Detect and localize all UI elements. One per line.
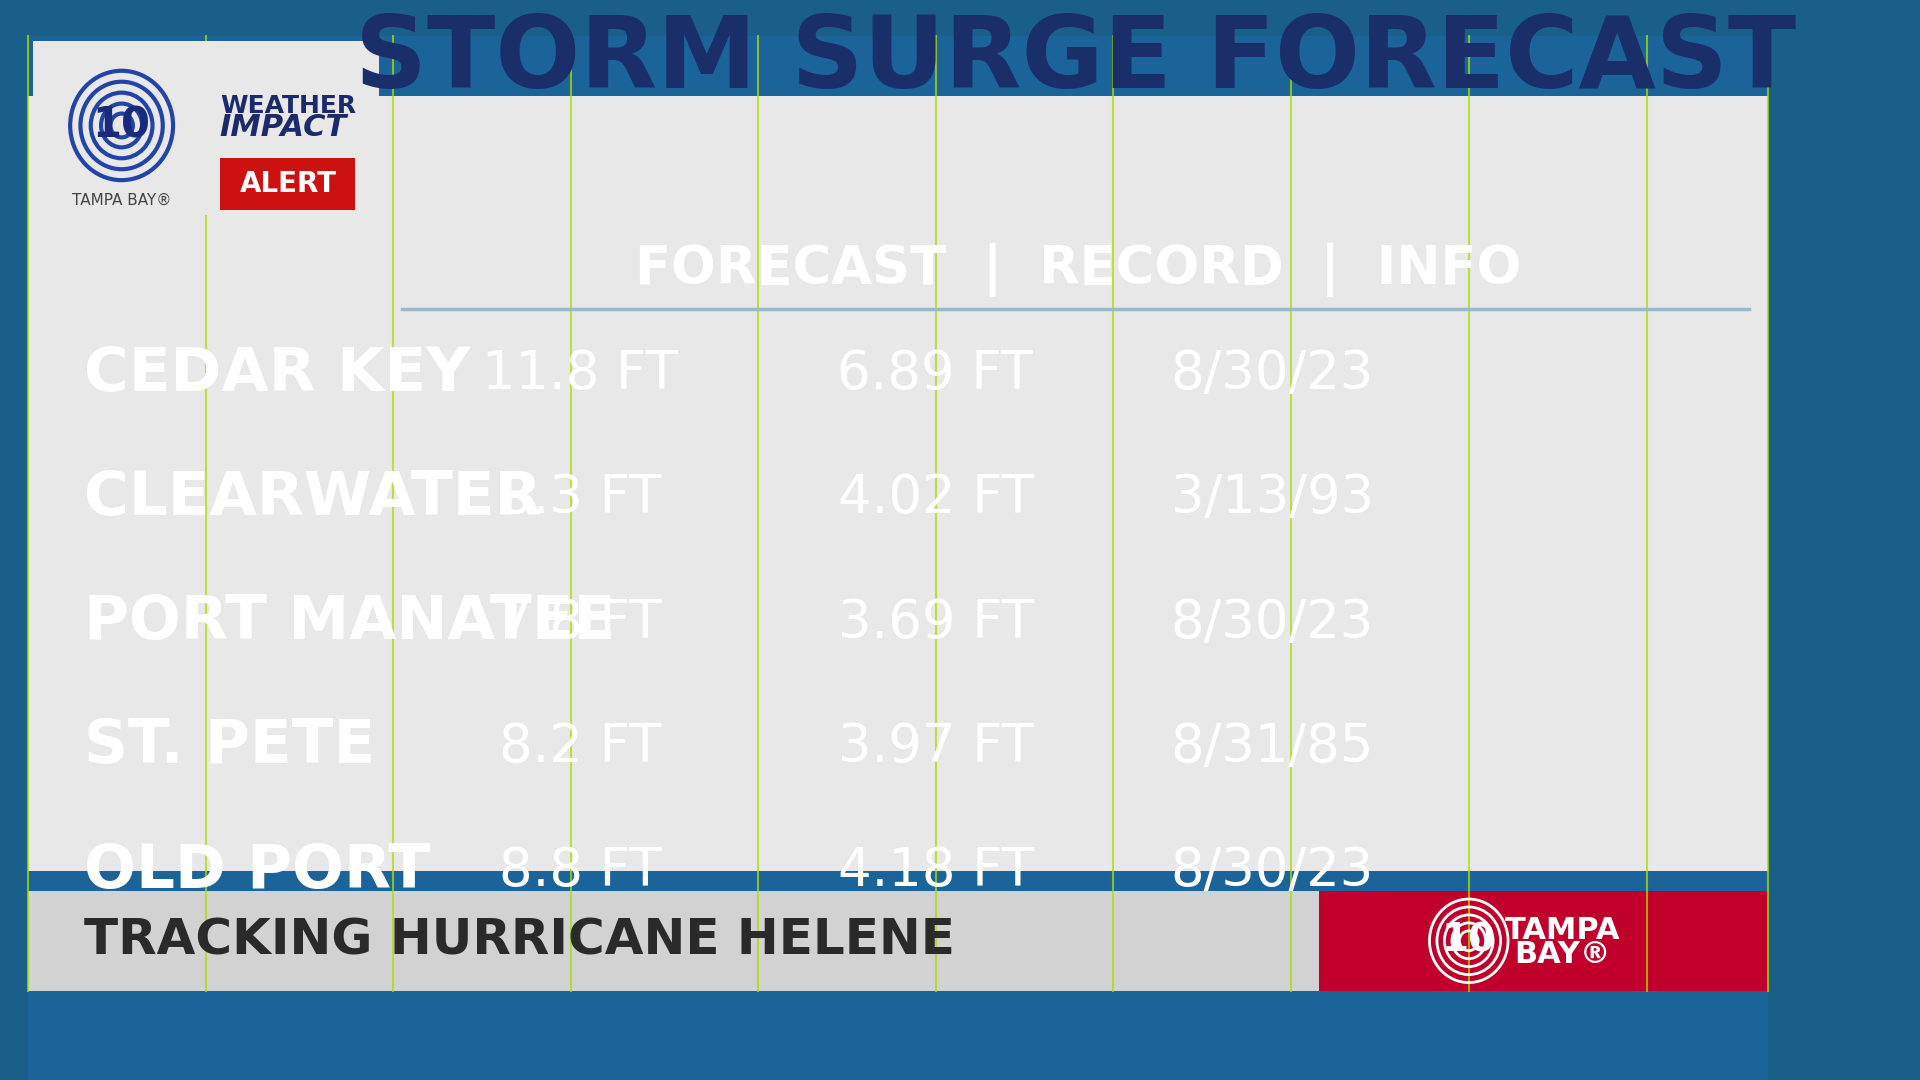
Text: BAY®: BAY® [1515,941,1611,969]
Text: 8.3 FT: 8.3 FT [499,472,660,524]
Text: 4.02 FT: 4.02 FT [837,472,1033,524]
Text: 8/31/85: 8/31/85 [1171,721,1375,773]
Text: 3/13/93: 3/13/93 [1171,472,1375,524]
Text: WEATHER: WEATHER [221,94,355,118]
Text: 3.69 FT: 3.69 FT [837,596,1033,649]
Text: 8.8 FT: 8.8 FT [499,846,660,897]
Text: PORT MANATEE: PORT MANATEE [84,593,616,652]
Text: 8.2 FT: 8.2 FT [499,721,660,773]
Bar [33,41,378,215]
Text: 8/30/23: 8/30/23 [1171,348,1375,400]
Text: 6.89 FT: 6.89 FT [837,348,1033,400]
Text: ST. PETE: ST. PETE [84,717,374,777]
Text: TAMPA: TAMPA [1505,916,1620,945]
Text: OLD PORT: OLD PORT [84,841,430,901]
Bar [29,96,1768,872]
Text: ALERT: ALERT [240,171,336,198]
Text: 7.8 FT: 7.8 FT [499,596,660,649]
Text: CLEARWATER: CLEARWATER [84,469,541,528]
Text: STORM SURGE FORECAST: STORM SURGE FORECAST [355,12,1797,109]
Text: 10: 10 [1442,922,1496,960]
Text: TRACKING HURRICANE HELENE: TRACKING HURRICANE HELENE [84,917,954,964]
Text: 8/30/23: 8/30/23 [1171,596,1375,649]
Text: IMPACT: IMPACT [221,113,348,141]
Bar [221,159,355,210]
Bar [29,891,1319,990]
Text: FORECAST  |  RECORD  |  INFO: FORECAST | RECORD | INFO [634,243,1521,297]
Bar [29,36,1768,990]
Text: 3.97 FT: 3.97 FT [837,721,1033,773]
Bar [1319,891,1768,990]
Text: CEDAR KEY: CEDAR KEY [84,345,470,404]
Text: 4.18 FT: 4.18 FT [837,846,1033,897]
Text: TAMPA BAY®: TAMPA BAY® [71,192,171,207]
Text: 10: 10 [92,105,150,147]
Text: 8/30/23: 8/30/23 [1171,846,1375,897]
Text: 11.8 FT: 11.8 FT [482,348,678,400]
